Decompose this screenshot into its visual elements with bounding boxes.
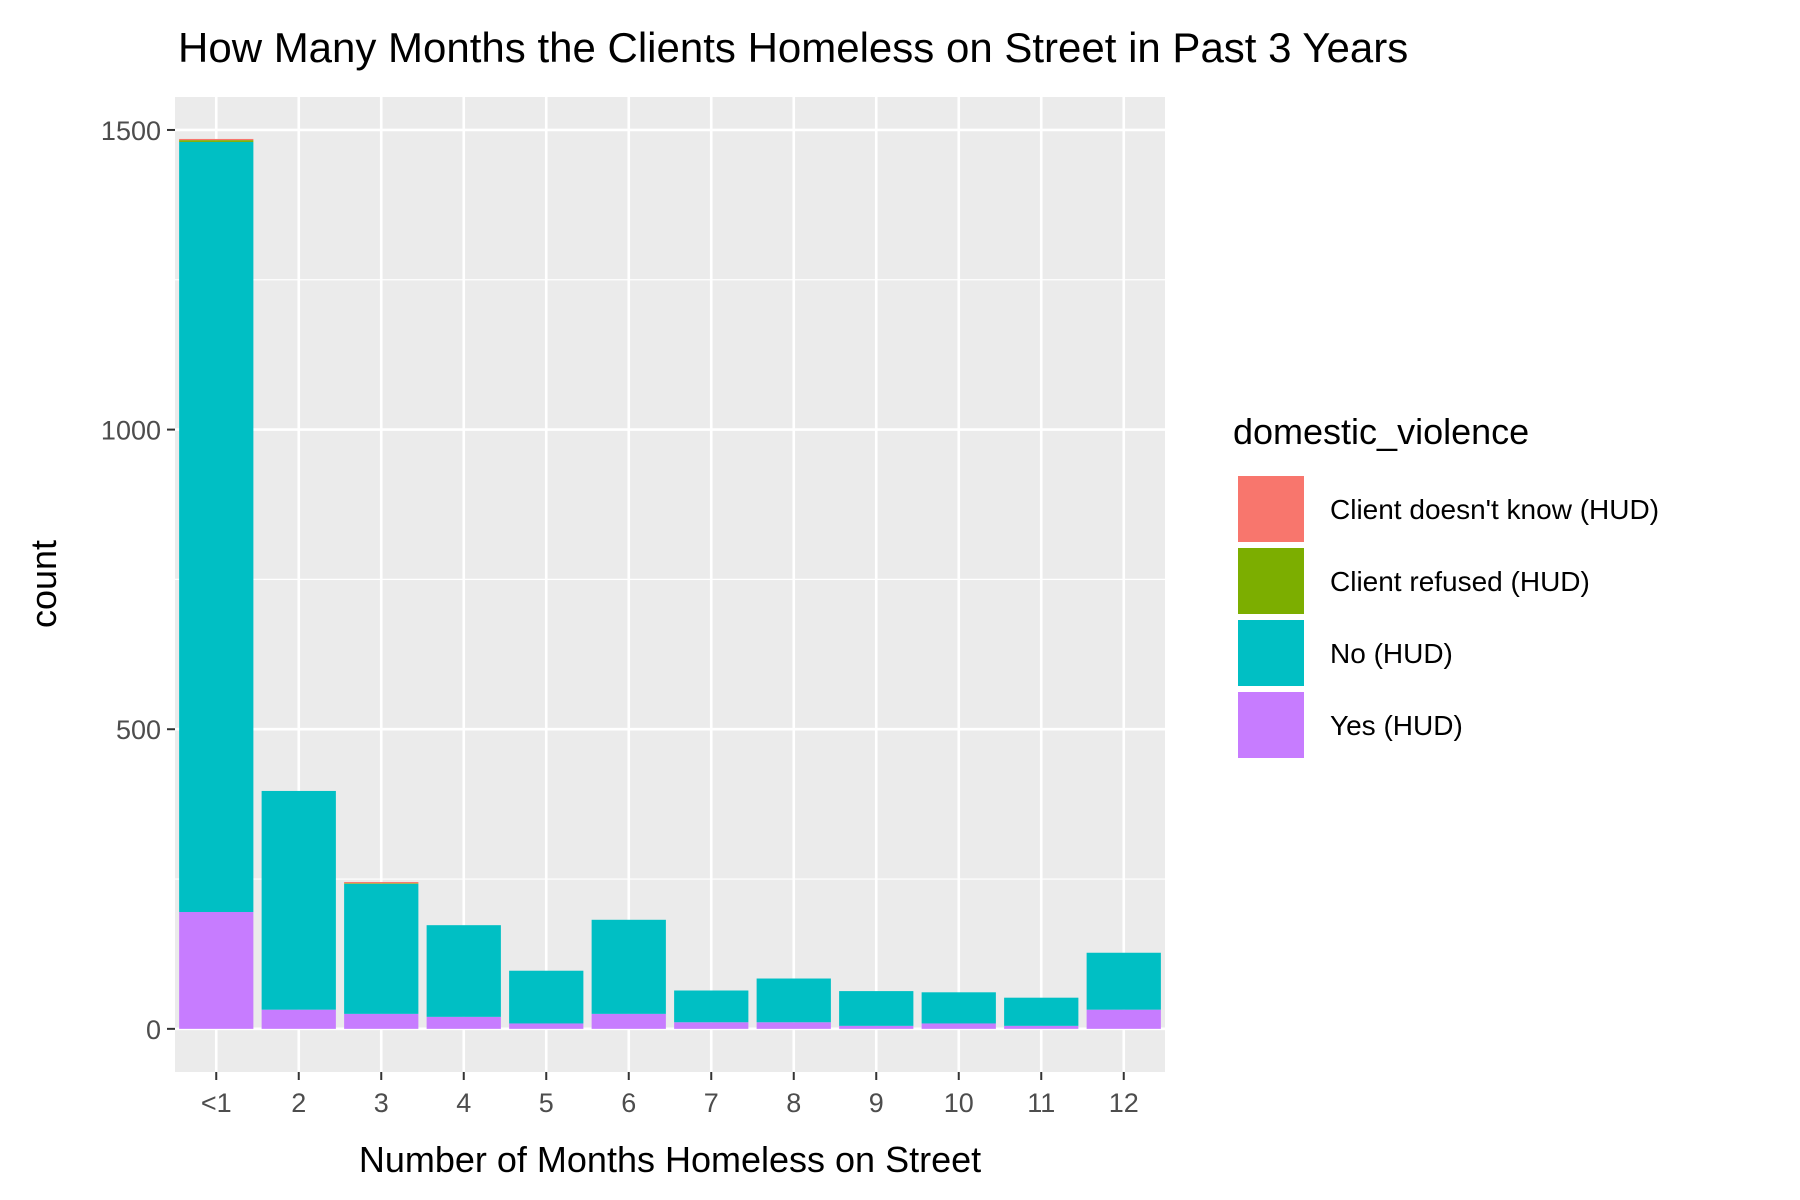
bar-segment (179, 911, 254, 1029)
bar-segment (261, 790, 336, 1010)
x-tick-label: <1 (201, 1088, 232, 1118)
y-tick-label: 1000 (101, 416, 161, 446)
bar-segment (509, 970, 584, 1024)
legend-title: domestic_violence (1233, 411, 1529, 452)
bar-segment (1086, 952, 1161, 1010)
bar-segment (591, 1013, 666, 1029)
y-axis-title: count (23, 540, 64, 628)
bar-segment (591, 919, 666, 1014)
bar-segment (344, 883, 419, 884)
bar-segment (426, 925, 501, 1017)
x-tick-label: 6 (621, 1088, 636, 1118)
x-tick-label: 9 (869, 1088, 884, 1118)
bar-segment (756, 1022, 831, 1029)
legend-key (1238, 692, 1304, 758)
legend-label: No (HUD) (1330, 638, 1453, 669)
bar-segment (756, 978, 831, 1023)
bar-segment (179, 141, 254, 912)
bar-segment (921, 1023, 996, 1029)
bar-segment (344, 883, 419, 1014)
x-axis-title: Number of Months Homeless on Street (359, 1139, 981, 1180)
bar-segment (261, 1009, 336, 1029)
x-tick-label: 3 (374, 1088, 389, 1118)
x-tick-label: 11 (1027, 1088, 1055, 1118)
plot-panel (175, 97, 1165, 1072)
bar-segment (1004, 997, 1079, 1026)
y-tick-label: 0 (146, 1015, 161, 1045)
legend-label: Yes (HUD) (1330, 710, 1463, 741)
bar-segment (1086, 1009, 1161, 1029)
bar-segment (839, 991, 914, 1026)
bar-segment (344, 882, 419, 884)
bar-segment (426, 1016, 501, 1029)
legend-label: Client refused (HUD) (1330, 566, 1590, 597)
bar-segment (674, 990, 749, 1023)
chart-title: How Many Months the Clients Homeless on … (178, 24, 1408, 71)
bar-segment (921, 992, 996, 1024)
x-tick-label: 12 (1109, 1088, 1139, 1118)
bar-segment (344, 1013, 419, 1029)
legend-label: Client doesn't know (HUD) (1330, 494, 1659, 525)
legend: domestic_violence Client doesn't know (H… (1233, 411, 1659, 758)
legend-key (1238, 620, 1304, 686)
x-tick-label: 4 (456, 1088, 471, 1118)
x-tick-label: 7 (704, 1088, 719, 1118)
y-tick-label: 500 (116, 715, 161, 745)
bar-segment (674, 1022, 749, 1029)
bar-segment (839, 1025, 914, 1029)
bars-layer (179, 138, 1161, 1029)
y-tick-label: 1500 (101, 116, 161, 146)
axis-layer: 0 500 1000 1500 <1 2 3 4 5 6 7 8 9 10 11 12 (101, 116, 1139, 1118)
bar-segment (179, 138, 254, 141)
x-tick-label: 2 (291, 1088, 306, 1118)
bar-segment (179, 140, 254, 142)
x-tick-label: 10 (944, 1088, 974, 1118)
x-tick-label: 5 (539, 1088, 554, 1118)
x-tick-label: 8 (786, 1088, 801, 1118)
legend-key (1238, 476, 1304, 542)
bar-segment (1004, 1025, 1079, 1029)
bar-segment (509, 1023, 584, 1029)
legend-key (1238, 548, 1304, 614)
